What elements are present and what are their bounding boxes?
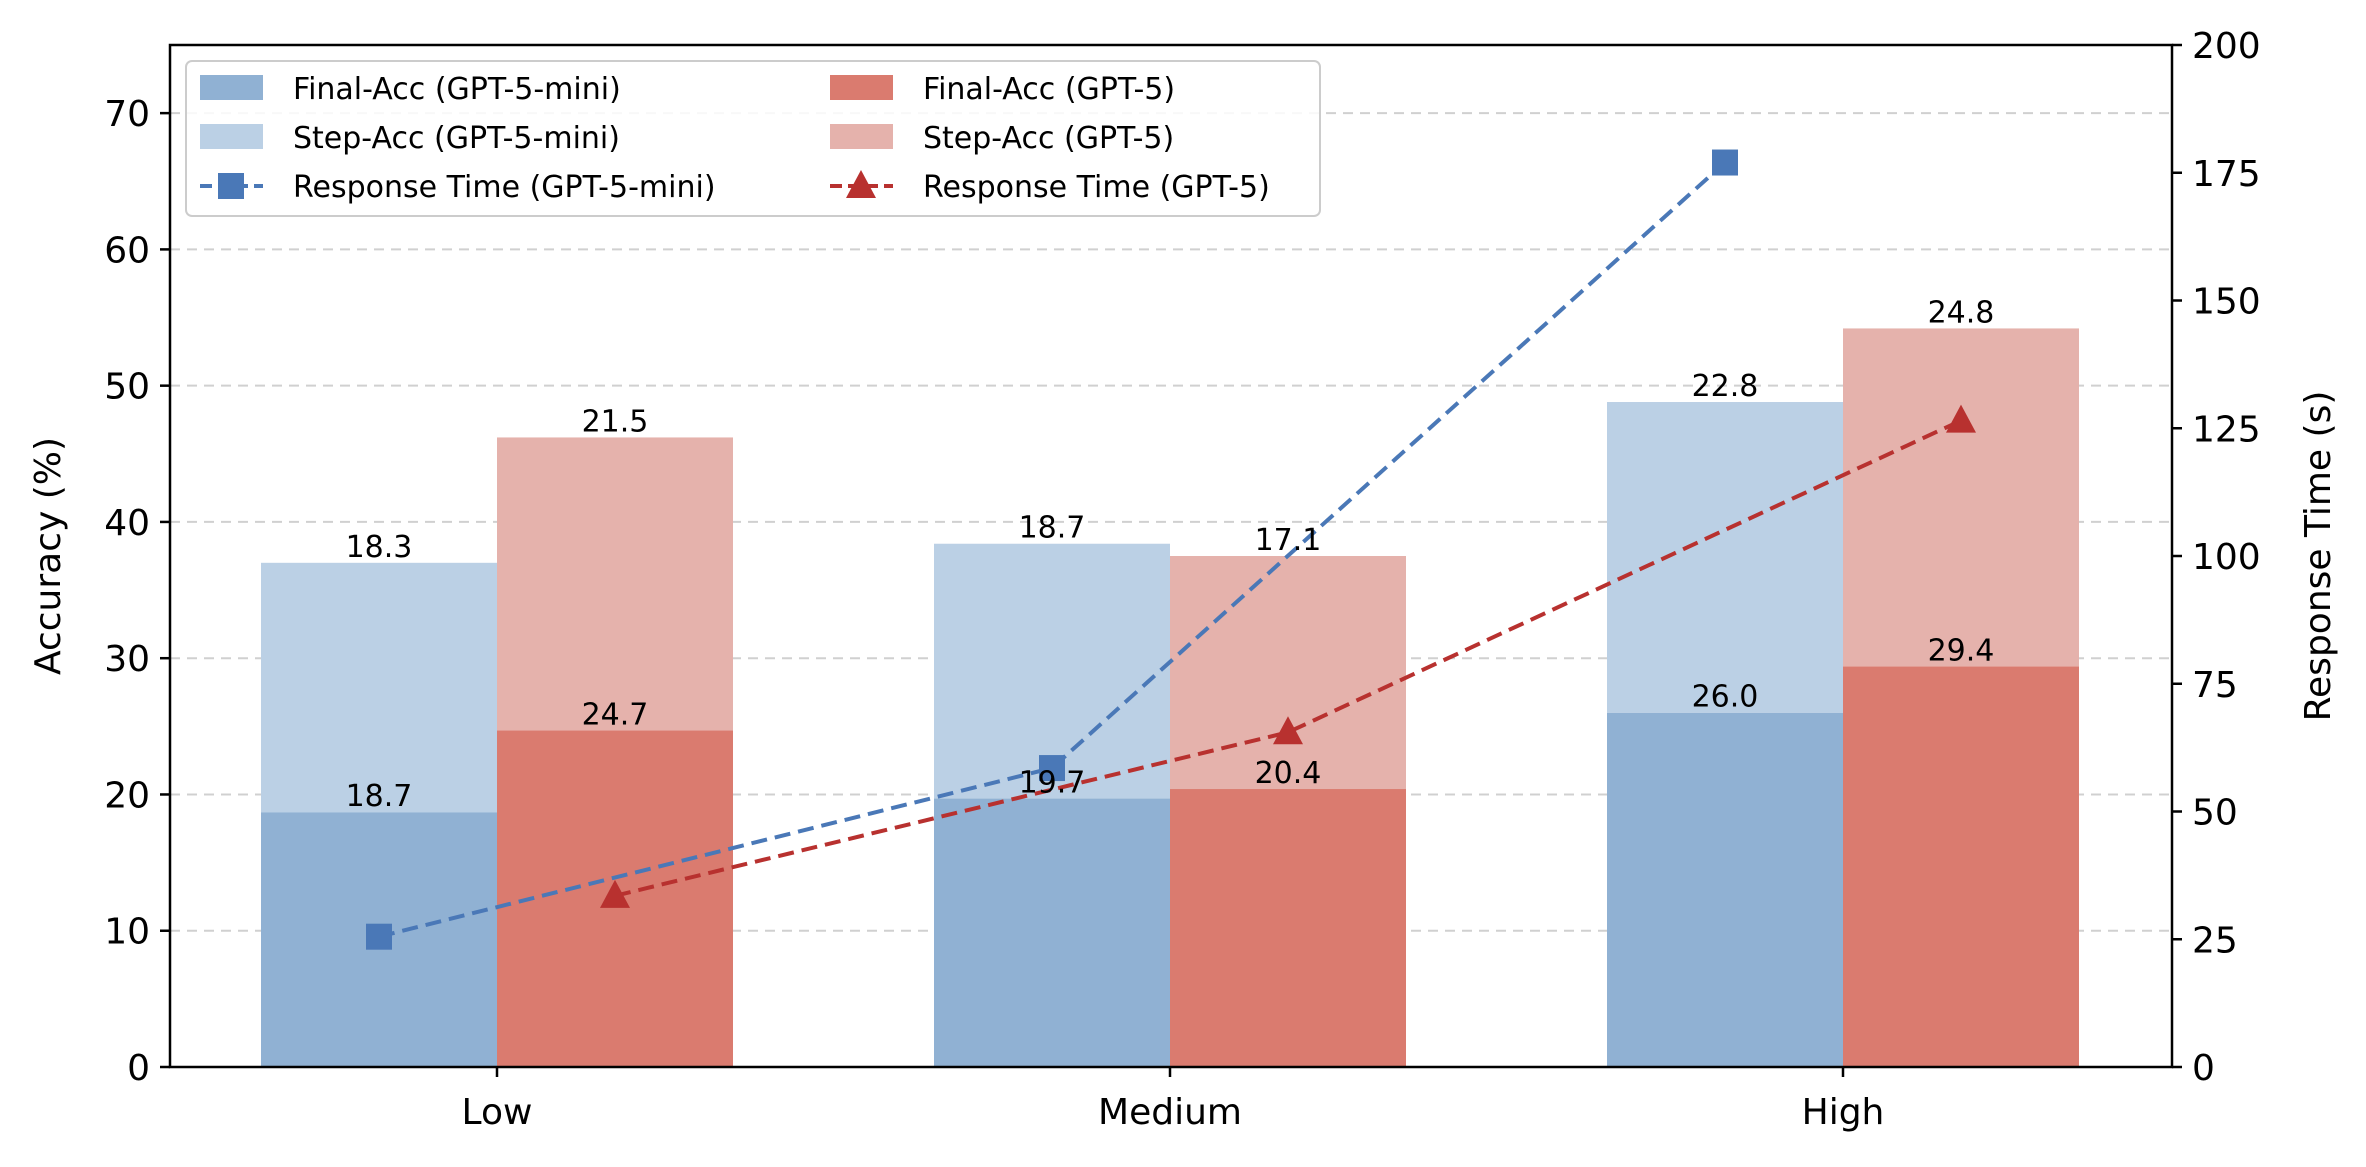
right-tick-label: 150 xyxy=(2192,282,2261,323)
response-time-gpt5-mini-line xyxy=(378,161,1727,939)
right-tick-label: 100 xyxy=(2192,537,2261,578)
data-label-step-acc-gpt5-mini: 18.3 xyxy=(346,530,413,565)
right-tick-label: 50 xyxy=(2192,793,2238,834)
bars xyxy=(261,328,2079,1067)
legend-swatch xyxy=(830,124,893,149)
data-label-final-acc-gpt5: 29.4 xyxy=(1928,633,1995,668)
bar-step-acc-gpt5-mini xyxy=(1607,402,1843,713)
bar-final-acc-gpt5 xyxy=(1170,789,1406,1067)
legend-label: Final-Acc (GPT-5) xyxy=(923,72,1175,107)
data-label-step-acc-gpt5-mini: 22.8 xyxy=(1692,369,1759,404)
response-time-gpt5-mini-marker xyxy=(1039,755,1065,782)
bar-final-acc-gpt5-mini xyxy=(934,798,1170,1067)
data-label-final-acc-gpt5-mini: 19.7 xyxy=(1019,766,1086,801)
left-tick-label: 40 xyxy=(104,503,150,544)
bar-step-acc-gpt5-mini xyxy=(261,562,497,813)
y-axis-title-left: Accuracy (%) xyxy=(28,437,69,675)
left-tick-label: 60 xyxy=(104,230,150,271)
legend-label: Step-Acc (GPT-5) xyxy=(923,121,1174,156)
right-tick-label: 175 xyxy=(2192,154,2261,195)
left-tick-label: 0 xyxy=(127,1048,150,1089)
response-time-gpt5-line xyxy=(614,418,1962,898)
right-tick-label: 200 xyxy=(2192,26,2261,67)
legend-swatch xyxy=(830,75,893,100)
axes: 0 10 20 30 40 50 60 70 0 25 50 75 100 125 150 175 200 Low… xyxy=(28,26,2339,1133)
response-time-gpt5-marker xyxy=(600,879,630,908)
legend-label: Response Time (GPT-5) xyxy=(923,170,1270,205)
left-tick-label: 30 xyxy=(104,639,150,680)
x-tick-label: High xyxy=(1802,1092,1885,1133)
bar-step-acc-gpt5 xyxy=(1843,328,2079,667)
left-tick-label: 20 xyxy=(104,775,150,816)
left-tick-label: 70 xyxy=(104,94,150,135)
data-labels: 18.7 18.3 24.7 21.5 19.7 18.7 20.4 17.1 26.0 22.8… xyxy=(346,295,1995,814)
legend-label: Response Time (GPT-5-mini) xyxy=(293,170,716,205)
legend-swatch xyxy=(200,124,263,149)
data-label-step-acc-gpt5-mini: 18.7 xyxy=(1019,511,1086,546)
response-time-gpt5-mini-marker xyxy=(1712,149,1738,176)
response-time-gpt5-marker xyxy=(1946,404,1976,433)
y-axis-title-right: Response Time (s) xyxy=(2298,391,2339,722)
data-label-final-acc-gpt5-mini: 26.0 xyxy=(1692,680,1759,715)
bar-step-acc-gpt5 xyxy=(497,437,733,731)
legend-marker xyxy=(218,173,244,199)
legend-label: Final-Acc (GPT-5-mini) xyxy=(293,72,621,107)
data-label-step-acc-gpt5: 24.8 xyxy=(1928,295,1995,330)
left-tick-label: 10 xyxy=(104,912,150,953)
x-tick-label: Low xyxy=(462,1092,533,1133)
response-time-gpt5-mini-marker xyxy=(366,923,392,950)
data-label-step-acc-gpt5: 17.1 xyxy=(1255,523,1322,558)
right-tick-label: 25 xyxy=(2192,920,2238,961)
legend-swatch xyxy=(200,75,263,100)
lines xyxy=(366,149,1976,950)
legend-label: Step-Acc (GPT-5-mini) xyxy=(293,121,620,156)
legend: Final-Acc (GPT-5-mini) Step-Acc (GPT-5-mi… xyxy=(185,60,1321,217)
bar-final-acc-gpt5 xyxy=(1843,666,2079,1067)
x-tick-label: Medium xyxy=(1098,1092,1242,1133)
data-label-final-acc-gpt5: 24.7 xyxy=(582,697,649,732)
response-time-gpt5-marker xyxy=(1273,716,1303,745)
legend-marker xyxy=(846,170,876,198)
left-tick-label: 50 xyxy=(104,367,150,408)
data-label-final-acc-gpt5: 20.4 xyxy=(1255,756,1322,791)
data-label-final-acc-gpt5-mini: 18.7 xyxy=(346,779,413,814)
right-tick-label: 0 xyxy=(2192,1048,2215,1089)
right-tick-label: 75 xyxy=(2192,665,2238,706)
bar-final-acc-gpt5-mini xyxy=(1607,712,1843,1067)
right-tick-label: 125 xyxy=(2192,409,2261,450)
legend-box xyxy=(185,60,1321,217)
data-label-step-acc-gpt5: 21.5 xyxy=(582,404,649,439)
